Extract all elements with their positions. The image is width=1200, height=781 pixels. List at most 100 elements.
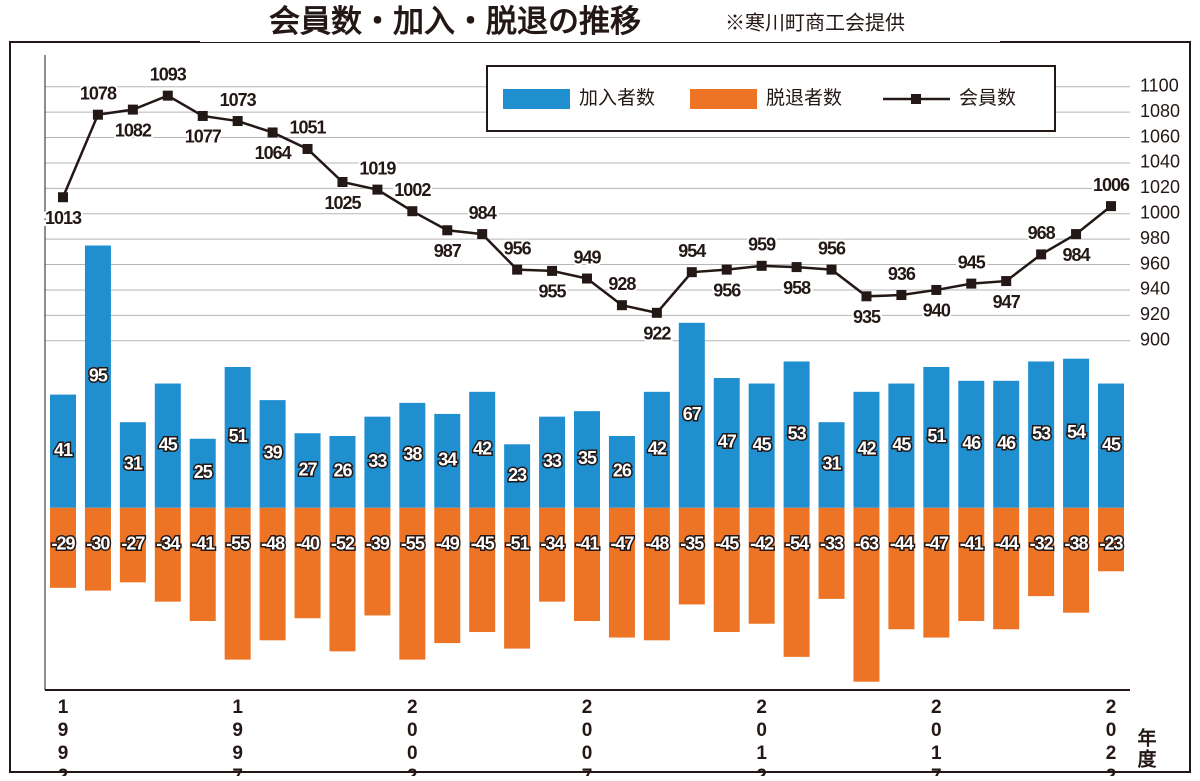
value-label: -45 [471,534,495,554]
legend-label: 会員数 [959,87,1016,109]
value-label: -38 [1065,534,1089,554]
value-label: 45 [159,434,178,454]
marker [197,110,208,121]
value-label: -44 [890,534,914,554]
bar [224,366,251,508]
value-label: 945 [958,252,986,272]
value-label: 958 [783,278,811,298]
chart-subtitle: ※寒川町商工会提供 [725,11,905,34]
legend-box [486,65,1056,132]
bar [364,416,391,508]
y2-tick-label: 1000 [1140,203,1180,223]
marker [896,290,907,301]
value-label: 1078 [80,83,117,103]
value-label: -49 [436,534,460,554]
value-label: 1093 [150,64,187,84]
value-label: 1013 [45,208,82,228]
title-backdrop [200,0,1000,42]
bar [1063,507,1090,613]
value-label: -42 [750,534,774,554]
marker [791,262,802,273]
value-label: 987 [434,241,462,261]
legend-swatch [690,89,757,109]
y2-tick-label: 900 [1140,330,1170,350]
x-tick-label: 1992 [53,697,74,776]
bar [818,422,845,508]
marker [966,278,977,289]
x-tick-label: 1997 [227,697,248,776]
x-tick-label: 2007 [577,697,598,776]
value-label: 1082 [115,120,152,140]
bar [469,507,496,633]
bar [329,436,356,508]
value-label: -48 [261,534,285,554]
value-label: 34 [438,450,457,470]
bar [958,380,985,508]
value-label: -55 [401,534,425,554]
value-label: 956 [818,238,846,258]
value-label: -39 [366,534,390,554]
value-label: 922 [643,324,671,344]
value-label: 1002 [394,180,431,200]
bar [1063,358,1090,508]
value-label: -54 [785,534,809,554]
legend-marker [911,94,921,104]
value-label: 46 [997,433,1016,453]
value-label: -41 [191,534,215,554]
bar [574,411,600,508]
marker [582,273,592,284]
marker [1106,201,1116,212]
bar [154,383,181,508]
value-label: 954 [678,241,706,261]
value-label: -52 [331,534,355,554]
bar [154,507,181,602]
value-label: 1073 [220,90,257,110]
bar [294,433,321,508]
bar [748,383,775,508]
marker [92,109,103,120]
bar [84,507,111,591]
bar [329,507,356,652]
value-label: 38 [403,444,422,464]
bar [1098,383,1124,508]
bar [678,322,705,508]
bar [993,380,1020,508]
marker [861,291,872,302]
bar [399,507,426,660]
bar [748,507,775,624]
marker [302,143,313,154]
bar [993,507,1020,630]
value-label: 1006 [1093,175,1130,195]
bar [189,438,216,508]
y2-tick-label: 980 [1140,228,1170,248]
value-label: 41 [54,440,73,460]
marker [442,225,453,236]
marker [127,104,138,115]
marker [232,116,243,127]
bar [1098,507,1124,572]
y2-tick-label: 940 [1140,279,1170,299]
bar [574,507,600,621]
value-label: 968 [1028,223,1056,243]
y2-tick-label: 1060 [1140,126,1180,146]
value-label: 936 [888,264,916,284]
bar [259,507,286,641]
value-label: 31 [823,454,842,474]
bar [783,507,810,657]
value-label: -27 [121,534,145,554]
value-label: 956 [504,238,532,258]
marker [686,267,697,278]
value-label: -33 [820,534,844,554]
legend-label: 脱退者数 [766,87,842,109]
bar [399,402,426,508]
value-label: -30 [86,534,110,554]
value-label: 33 [543,451,562,471]
value-label: -63 [855,534,879,554]
value-label: -44 [995,534,1019,554]
value-label: 42 [857,439,876,459]
value-label: 53 [1032,423,1051,443]
bar [504,507,531,649]
value-label: 947 [993,292,1021,312]
value-label: 47 [718,432,737,452]
bar [119,507,146,583]
